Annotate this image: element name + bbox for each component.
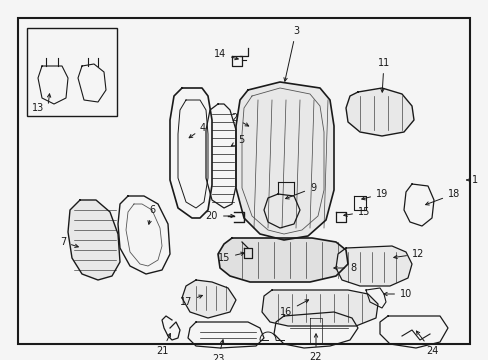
Text: 16: 16 bbox=[279, 300, 308, 317]
Text: 4: 4 bbox=[189, 123, 206, 138]
Text: 6: 6 bbox=[148, 205, 155, 224]
Polygon shape bbox=[68, 200, 120, 280]
Text: 11: 11 bbox=[377, 58, 389, 92]
Polygon shape bbox=[218, 238, 347, 282]
Text: 21: 21 bbox=[156, 333, 170, 356]
Text: 10: 10 bbox=[383, 289, 411, 299]
Text: 13: 13 bbox=[32, 103, 44, 113]
Text: 17: 17 bbox=[179, 295, 202, 307]
Text: 20: 20 bbox=[205, 211, 234, 221]
Text: 14: 14 bbox=[213, 49, 238, 60]
Polygon shape bbox=[262, 290, 377, 326]
Polygon shape bbox=[335, 246, 411, 286]
Polygon shape bbox=[182, 280, 236, 318]
Text: 15: 15 bbox=[217, 252, 244, 263]
Bar bbox=[27, 28, 117, 116]
Text: 2: 2 bbox=[231, 113, 248, 126]
Text: 18: 18 bbox=[425, 189, 459, 205]
Text: 3: 3 bbox=[284, 26, 299, 81]
Text: 22: 22 bbox=[309, 334, 322, 360]
Text: 12: 12 bbox=[393, 249, 424, 259]
Text: 7: 7 bbox=[60, 237, 78, 247]
Text: 23: 23 bbox=[211, 340, 224, 360]
Text: 8: 8 bbox=[333, 263, 355, 273]
Text: 15: 15 bbox=[343, 207, 369, 217]
Text: 9: 9 bbox=[285, 183, 315, 199]
Text: 19: 19 bbox=[361, 189, 387, 200]
Polygon shape bbox=[346, 88, 413, 136]
Polygon shape bbox=[236, 82, 333, 240]
Text: 1: 1 bbox=[471, 175, 477, 185]
Text: 24: 24 bbox=[415, 331, 437, 356]
Text: 5: 5 bbox=[231, 135, 244, 146]
